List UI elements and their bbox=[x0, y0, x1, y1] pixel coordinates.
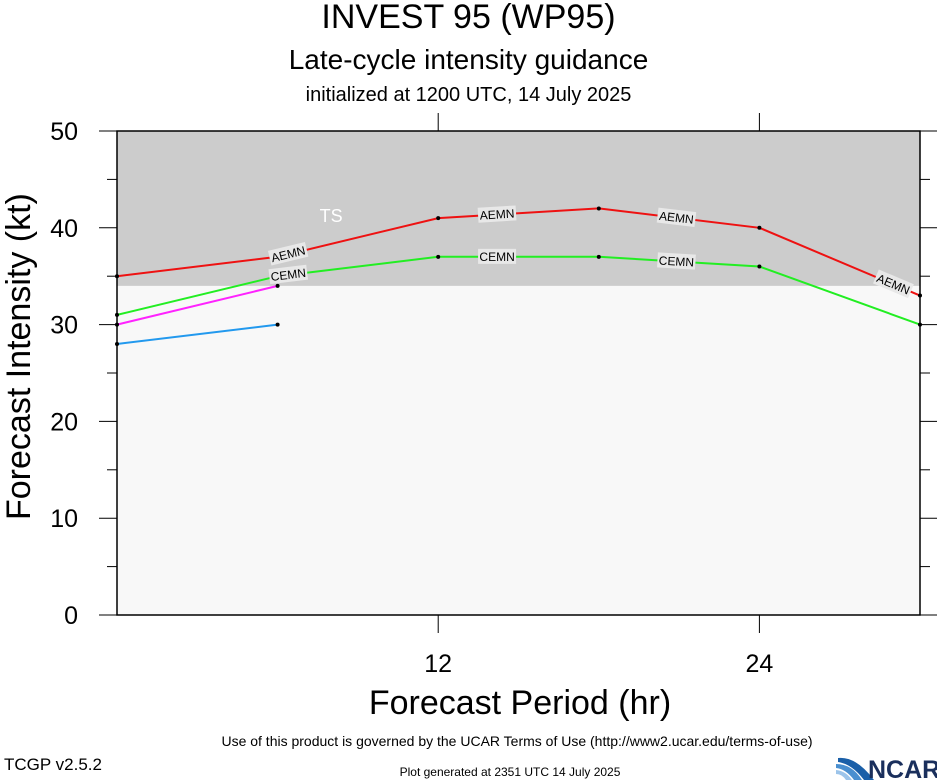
y-tick-label: 30 bbox=[50, 312, 78, 340]
svg-text:NCAR: NCAR bbox=[868, 756, 937, 780]
series-label-background bbox=[477, 205, 517, 223]
y-tick-label: 0 bbox=[64, 602, 78, 630]
y-tick-label: 20 bbox=[50, 408, 78, 436]
series-label: CEMN bbox=[658, 253, 694, 269]
series-label-background bbox=[267, 242, 309, 266]
series-label: AEMN bbox=[658, 209, 694, 227]
series-label-background bbox=[268, 264, 309, 285]
data-point bbox=[436, 216, 441, 221]
series-label: CEMN bbox=[479, 250, 514, 264]
initialization-time: initialized at 1200 UTC, 14 July 2025 bbox=[305, 84, 632, 106]
data-point bbox=[436, 254, 441, 259]
data-point bbox=[275, 322, 280, 327]
y-tick-label: 50 bbox=[50, 118, 78, 146]
chart-title: INVEST 95 (WP95) bbox=[321, 0, 616, 36]
y-axis-label: Forecast Intensity (kt) bbox=[0, 193, 38, 520]
series-line bbox=[116, 323, 278, 345]
series-label-background bbox=[657, 252, 696, 270]
series-cemn: CEMN CEMN CEMN bbox=[115, 248, 922, 327]
version-label: TCGP v2.5.2 bbox=[4, 755, 102, 774]
ncar-logo: NCAR bbox=[836, 756, 937, 780]
ts-band-label: TS bbox=[320, 206, 343, 226]
data-point bbox=[596, 254, 601, 259]
series-label: AEMN bbox=[479, 207, 514, 223]
y-tick-label: 10 bbox=[50, 505, 78, 533]
plot-frame bbox=[116, 130, 921, 616]
series-label-background bbox=[873, 269, 914, 299]
ncar-logo-swoosh-icon bbox=[836, 757, 874, 780]
terms-of-use-notice: Use of this product is governed by the U… bbox=[221, 733, 813, 749]
series-line bbox=[116, 255, 921, 326]
data-point bbox=[757, 225, 762, 230]
x-tick-label: 12 bbox=[424, 650, 452, 678]
data-point bbox=[757, 264, 762, 269]
series-label: CEMN bbox=[270, 266, 307, 284]
data-point bbox=[275, 283, 280, 288]
series-line bbox=[116, 284, 278, 326]
series-label-background bbox=[656, 207, 697, 228]
data-point bbox=[596, 206, 601, 211]
x-axis-label: Forecast Period (hr) bbox=[368, 684, 672, 722]
x-tick-label: 24 bbox=[745, 650, 773, 678]
generated-timestamp: Plot generated at 2351 UTC 14 July 2025 bbox=[399, 765, 621, 779]
series-label-background bbox=[478, 248, 517, 264]
chart-subtitle: Late-cycle intensity guidance bbox=[288, 44, 649, 75]
y-tick-label: 40 bbox=[50, 215, 78, 243]
series-line bbox=[116, 207, 921, 297]
